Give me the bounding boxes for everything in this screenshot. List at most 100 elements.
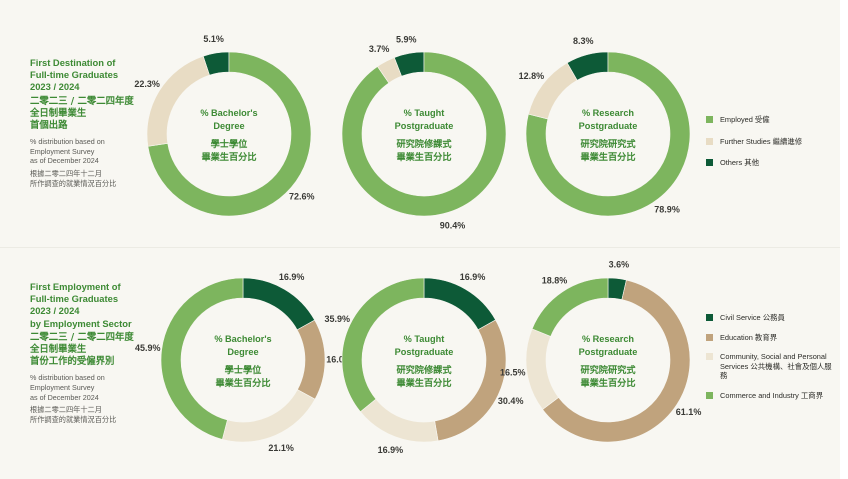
legend-label: Education 教育界 [720,332,778,342]
legend-swatch [706,353,713,361]
section1-note-zh: 根據二零二四年十二月 所作調查的就業情況百分比 [30,169,165,188]
note-line: Employment Survey [30,383,95,393]
title-line: First Employment of [30,281,121,292]
donut-slice [160,277,244,440]
section2-title-en: First Employment of Full-time Graduates … [30,281,165,330]
donut-chart-4: 16.9% 16.0% 21.1% 45.9% % Bachelor's Degree 學士… [135,272,352,453]
data-label: 16.9% [378,445,404,455]
legend-item: Commerce and Industry 工商界 [706,391,832,401]
data-label: 8.3% [573,36,594,46]
title-line: 二零二三 / 二零二四年度 [30,331,134,343]
donut-chart-3: 8.3% 78.9% 12.8% % Research Postgraduate 研究院研… [519,36,691,217]
note-line: 根據二零二四年十二月 [30,405,102,415]
chart-center-label: 畢業生百分比 [396,377,451,389]
legend-swatch [706,137,713,145]
legend-swatch [706,333,713,341]
data-label: 61.1% [676,407,702,417]
donut-chart-6: 3.6% 61.1% 16.5% 18.8% % Research Postgraduat… [500,260,702,443]
legend-label: Others 其他 [720,158,760,168]
title-line: 2023 / 2024 [30,81,80,93]
chart-center-label: % Bachelor's [214,334,271,344]
note-line: 所作調查的就業情況百分比 [30,178,117,188]
title-line: 二零二三 / 二零二四年度 [30,95,134,107]
data-label: 16.9% [279,272,305,282]
title-line: 首個出路 [30,120,68,132]
data-label: 5.9% [396,35,417,45]
donut-slice [341,51,507,217]
donut-slice [423,277,496,331]
section2-heading: First Employment of Full-time Graduates … [30,281,165,424]
donut-slice [296,319,326,400]
data-label: 3.6% [609,260,630,270]
chart-center-label: % Research [582,108,634,118]
legend-swatch [706,314,713,321]
section1-title-zh: 二零二三 / 二零二四年度 全日制畢業生 首個出路 [30,96,165,133]
note-line: % distribution based on [30,137,105,147]
section2-title-zh: 二零二三 / 二零二四年度 全日制畢業生 首份工作的受僱界別 [30,332,165,369]
legend-item: Civil Service 公務員 [706,313,832,323]
section2-note-zh: 根據二零二四年十二月 所作調查的就業情況百分比 [30,405,165,424]
donut-chart-2: 5.9% 90.4% 3.7% % Taught Postgraduate 研究院修課式畢… [341,35,507,231]
data-label: 3.7% [369,44,390,54]
legend-swatch [706,391,713,399]
data-label: 12.8% [519,71,545,81]
legend-item: Employed 受僱 [706,115,832,125]
chart-center-label: Postgraduate [395,347,454,357]
donut-slice [147,51,312,217]
chart-center-label: 學士學位 [211,138,248,150]
data-label: 35.9% [325,314,351,324]
legend-item: Community, Social and Personal Services … [706,352,832,381]
section1-title-en: First Destination of Full-time Graduates… [30,57,165,94]
donut-slice [377,57,402,84]
legend-label: Commerce and Industry 工商界 [720,390,824,400]
chart-center-label: 畢業生百分比 [396,151,451,163]
legend-label: Community, Social and Personal Services … [720,352,832,381]
title-line: 2023 / 2024 [30,305,80,317]
legend-swatch [706,159,713,167]
donut-slice [542,279,691,443]
data-label: 18.8% [542,275,568,285]
legend-swatch [706,116,713,123]
legend-item: Education 教育界 [706,333,832,343]
title-line: First Destination of [30,57,116,68]
data-label: 72.6% [289,192,315,202]
donut-slice [146,55,210,147]
legend-label: Employed 受僱 [720,115,770,124]
chart-center-label: % Taught [404,334,445,344]
note-line: 根據二零二四年十二月 [30,169,102,178]
legend-item: Others 其他 [706,158,832,168]
donut-slice [359,398,439,443]
note-line: % distribution based on [30,373,105,383]
chart-center-label: % Taught [404,108,445,118]
data-label: 21.1% [268,443,294,453]
data-label: 5.1% [203,34,224,44]
note-line: as of December 2024 [30,392,99,402]
title-line: 全日制畢業生 [30,344,87,356]
section1-heading: First Destination of Full-time Graduates… [30,57,165,188]
chart-center-label: Postgraduate [395,121,454,131]
legend-sector: Civil Service 公務員 Education 教育界 Community,… [706,313,832,401]
data-label: 90.4% [440,221,466,231]
chart-center-label: 研究院研究式 [580,364,636,376]
title-line: by Employment Sector [30,317,132,329]
data-label: 16.5% [500,367,526,377]
title-line: Full-time Graduates [30,293,119,305]
chart-center-label: 畢業生百分比 [215,377,270,389]
chart-center-label: 研究院研究式 [580,138,636,150]
data-label: 16.0% [326,355,352,365]
chart-center-label: Degree [227,347,258,357]
legend-item: Further Studies 繼續進修 [706,137,832,147]
chart-center-label: 畢業生百分比 [201,151,256,163]
section2-note-en: % distribution based on Employment Surve… [30,373,165,402]
chart-center-label: % Research [582,334,634,344]
donut-chart-1: 5.1% 72.6% 22.3% % Bachelor's Degree 學士學位畢業生百… [134,34,315,217]
data-label: 30.4% [498,396,524,406]
donut-slice [242,277,316,331]
donut-slice [525,328,559,410]
data-label: 16.9% [460,272,486,282]
donut-chart-5: 16.9% 30.4% 16.9% 35.9% % Taught Postgraduate… [325,272,524,455]
note-line: as of December 2024 [30,156,99,166]
donut-slice [528,62,578,120]
chart-center-label: 研究院修課式 [396,138,452,150]
